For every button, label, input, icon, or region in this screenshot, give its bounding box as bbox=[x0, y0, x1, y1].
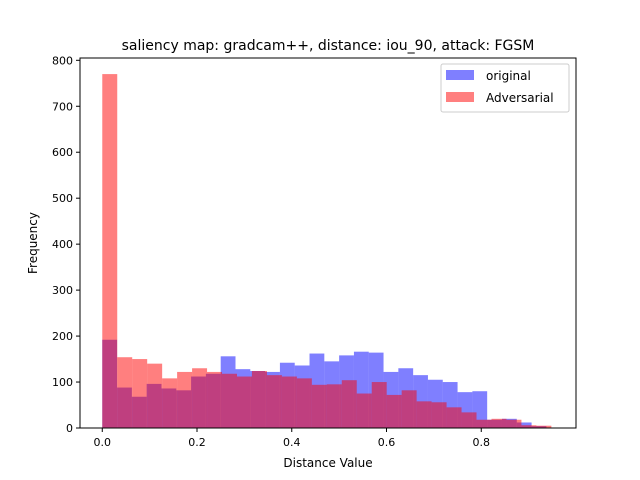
bar-adversarial-28 bbox=[521, 425, 537, 428]
bar-adversarial-21 bbox=[416, 401, 432, 428]
bar-adversarial-8 bbox=[222, 373, 237, 428]
y-tick-label: 0 bbox=[66, 422, 73, 435]
bar-adversarial-4 bbox=[162, 378, 178, 428]
bar-adversarial-0 bbox=[102, 74, 118, 428]
y-tick-label: 400 bbox=[52, 238, 73, 251]
x-tick-label: 0.0 bbox=[94, 436, 112, 449]
x-axis-label: Distance Value bbox=[283, 456, 372, 470]
y-tick-label: 500 bbox=[52, 192, 73, 205]
bar-adversarial-2 bbox=[132, 359, 148, 428]
x-axis: 0.0 0.2 0.4 0.6 0.8 bbox=[94, 428, 490, 449]
bar-adversarial-10 bbox=[251, 371, 267, 428]
y-axis: 0 100 200 300 400 500 600 700 800 bbox=[52, 54, 80, 435]
bar-adversarial-24 bbox=[461, 412, 477, 428]
bar-adversarial-5 bbox=[177, 371, 193, 428]
bar-adversarial-23 bbox=[446, 407, 462, 428]
legend-label-original: original bbox=[486, 69, 531, 83]
bar-adversarial-7 bbox=[207, 371, 223, 428]
bar-adversarial-17 bbox=[356, 393, 372, 428]
bar-adversarial-12 bbox=[281, 376, 297, 428]
bar-adversarial-9 bbox=[237, 376, 252, 428]
y-tick-label: 300 bbox=[52, 284, 73, 297]
x-tick-label: 0.8 bbox=[473, 436, 491, 449]
bar-adversarial-27 bbox=[506, 419, 522, 428]
y-tick-label: 800 bbox=[52, 54, 73, 67]
legend: original Adversarial bbox=[440, 63, 570, 113]
x-tick-label: 0.4 bbox=[283, 436, 301, 449]
bar-adversarial-11 bbox=[266, 375, 282, 428]
legend-swatch-adversarial bbox=[446, 92, 474, 102]
bar-adversarial-6 bbox=[192, 368, 208, 428]
y-tick-label: 100 bbox=[52, 376, 73, 389]
y-axis-label: Frequency bbox=[26, 212, 40, 274]
legend-label-adversarial: Adversarial bbox=[486, 91, 554, 105]
bar-adversarial-1 bbox=[117, 357, 133, 428]
bar-adversarial-25 bbox=[476, 419, 492, 428]
bar-adversarial-13 bbox=[296, 378, 312, 428]
bar-adversarial-14 bbox=[311, 384, 327, 428]
y-tick-label: 700 bbox=[52, 100, 73, 113]
legend-swatch-original bbox=[446, 70, 474, 80]
y-tick-label: 600 bbox=[52, 146, 73, 159]
bar-adversarial-29 bbox=[536, 425, 552, 428]
bar-adversarial-20 bbox=[401, 390, 417, 428]
bar-adversarial-15 bbox=[326, 384, 342, 428]
plot-frame bbox=[79, 57, 577, 429]
bar-adversarial-22 bbox=[431, 402, 447, 428]
y-tick-label: 200 bbox=[52, 330, 73, 343]
bar-adversarial-26 bbox=[491, 418, 507, 428]
x-tick-label: 0.6 bbox=[378, 436, 396, 449]
bar-adversarial-19 bbox=[386, 394, 402, 428]
chart-title: saliency map: gradcam++, distance: iou_9… bbox=[122, 38, 535, 54]
x-tick-label: 0.2 bbox=[188, 436, 206, 449]
bar-adversarial-18 bbox=[371, 382, 387, 428]
bar-adversarial-3 bbox=[147, 363, 163, 428]
series-adversarial-bars bbox=[102, 74, 552, 428]
bar-adversarial-16 bbox=[341, 380, 357, 428]
